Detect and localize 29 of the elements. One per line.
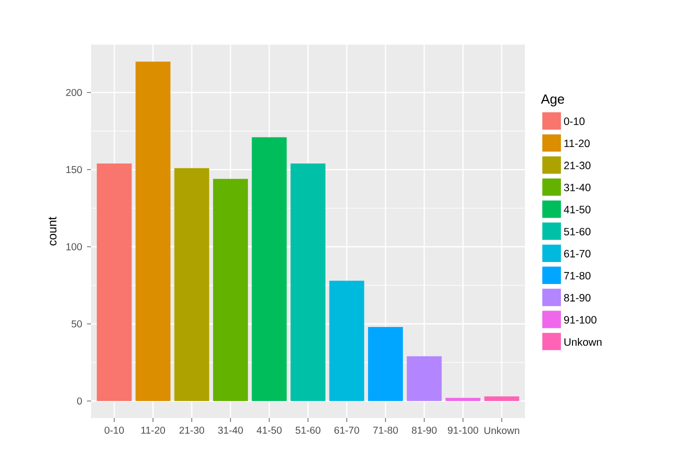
legend-label: 71-80 xyxy=(564,272,590,280)
x-tick-label: 31-40 xyxy=(218,426,243,434)
legend-label: 41-50 xyxy=(564,206,590,214)
y-axis-title: count xyxy=(48,216,56,246)
x-tick-label: 71-80 xyxy=(373,426,398,434)
legend-label: 11-20 xyxy=(564,140,590,148)
x-tick-label: Unkown xyxy=(484,426,520,434)
legend-label: 51-60 xyxy=(564,228,590,236)
y-tick-label: 100 xyxy=(66,243,82,250)
legend-label: 81-90 xyxy=(564,294,590,302)
x-tick-label: 91-100 xyxy=(448,426,478,434)
y-tick-label: 50 xyxy=(72,320,82,328)
y-tick-label: 0 xyxy=(77,397,82,405)
x-tick-label: 21-30 xyxy=(179,426,204,434)
legend-label: 21-30 xyxy=(564,162,590,170)
legend-label: 91-100 xyxy=(564,316,596,324)
legend-label: 0-10 xyxy=(564,118,585,126)
x-tick-label: 11-20 xyxy=(141,426,166,434)
x-tick-label: 41-50 xyxy=(256,426,282,434)
legend-label: 31-40 xyxy=(564,184,590,192)
y-tick-label: 150 xyxy=(66,166,82,174)
x-tick-label: 51-60 xyxy=(296,426,320,434)
legend-label: Unkown xyxy=(564,338,602,346)
x-tick-label: 0-10 xyxy=(104,426,124,434)
y-tick-label: 200 xyxy=(66,88,82,96)
legend-title: Age xyxy=(540,94,564,106)
legend-label: 61-70 xyxy=(564,250,590,258)
x-tick-label: 61-70 xyxy=(334,426,360,434)
x-tick-label: 81-90 xyxy=(412,426,437,434)
